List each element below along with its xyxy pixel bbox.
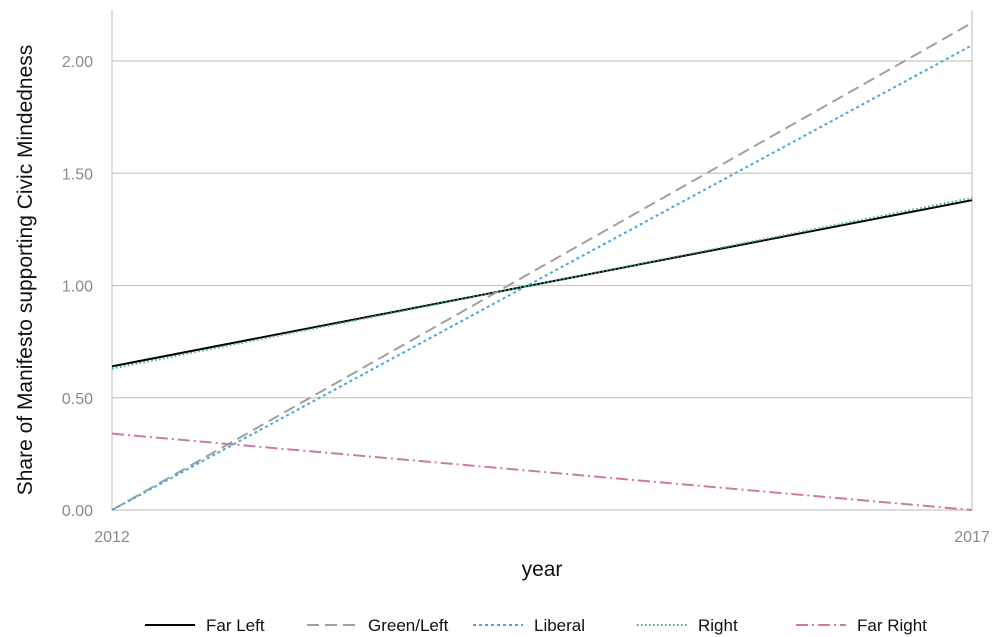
legend-label: Green/Left xyxy=(368,616,449,635)
grid-layer xyxy=(111,10,973,511)
legend-label: Liberal xyxy=(534,616,585,635)
x-tick-label: 2012 xyxy=(94,529,130,546)
y-tick-label: 1.50 xyxy=(62,166,93,183)
legend: Far Left Green/Left Liberal Right Far Right xyxy=(145,616,927,635)
tick-labels: 0.00 0.50 1.00 1.50 2.00 2012 2017 xyxy=(62,54,990,546)
x-tick-label: 2017 xyxy=(954,529,990,546)
series-line-liberal xyxy=(111,44,973,511)
series-line-far-right xyxy=(111,432,973,511)
legend-label: Far Right xyxy=(857,616,927,635)
y-tick-label: 0.50 xyxy=(62,391,93,408)
series-line-green-left xyxy=(111,21,973,511)
series-lines xyxy=(111,21,973,511)
y-tick-label: 2.00 xyxy=(62,54,93,71)
y-tick-label: 1.00 xyxy=(62,279,93,296)
legend-label: Right xyxy=(698,616,738,635)
series-line-far-left xyxy=(111,199,973,368)
legend-label: Far Left xyxy=(206,616,265,635)
y-tick-label: 0.00 xyxy=(62,503,93,520)
y-axis-title: Share of Manifesto supporting Civic Mind… xyxy=(14,45,37,496)
x-axis-title: year xyxy=(522,558,563,581)
